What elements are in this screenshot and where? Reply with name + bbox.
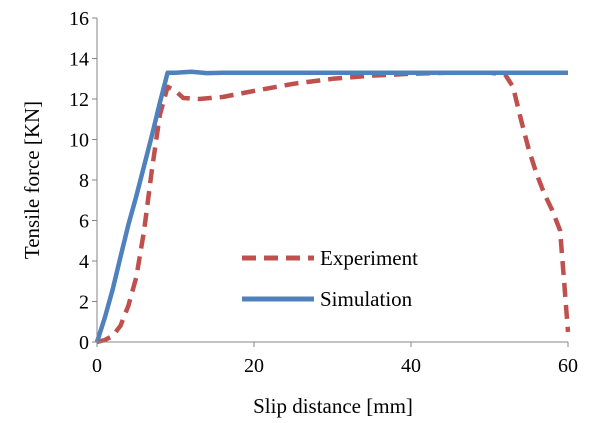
x-axis-title: Slip distance [mm] xyxy=(253,394,413,418)
plot-area xyxy=(94,69,571,345)
x-tick-label: 0 xyxy=(92,355,102,377)
y-tick-label: 2 xyxy=(79,292,89,314)
x-tick-label: 60 xyxy=(558,355,578,377)
y-axis-title: Tensile force [KN] xyxy=(20,101,44,259)
series-line-experiment xyxy=(96,70,571,345)
y-tick-label: 16 xyxy=(69,8,89,30)
y-tick-label: 14 xyxy=(69,49,89,71)
y-tick-label: 6 xyxy=(79,211,89,233)
legend: Experiment Simulation xyxy=(242,246,418,311)
y-tick-label: 4 xyxy=(79,251,89,273)
axes xyxy=(92,17,569,347)
x-tick-label: 40 xyxy=(401,355,421,377)
legend-simulation-label: Simulation xyxy=(320,287,413,311)
y-tick-label: 8 xyxy=(79,170,89,192)
y-tick-label: 12 xyxy=(69,89,89,111)
tick-labels: 0 2 4 6 8 10 12 14 16 0 20 40 60 xyxy=(69,8,578,377)
y-tick-label: 10 xyxy=(69,130,89,152)
legend-experiment-label: Experiment xyxy=(320,246,418,270)
series-line-simulation xyxy=(94,69,568,343)
y-tick-label: 0 xyxy=(79,332,89,354)
x-tick-label: 20 xyxy=(244,355,264,377)
